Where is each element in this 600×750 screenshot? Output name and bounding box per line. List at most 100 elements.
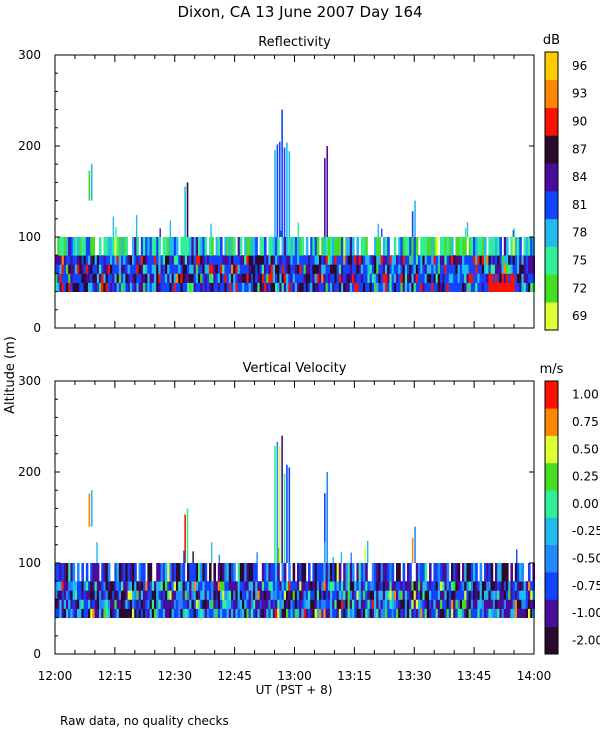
heatmap-cell (239, 590, 243, 600)
heatmap-cell (510, 237, 513, 256)
heatmap-cell (455, 581, 458, 591)
heatmap-cell (275, 599, 278, 609)
heatmap-cell (92, 590, 95, 600)
heatmap-cell (110, 599, 113, 609)
heatmap-cell (497, 608, 500, 618)
heatmap-cell (501, 590, 505, 600)
colorbar-label: -2.00 (572, 633, 600, 647)
heatmap-cell (83, 581, 87, 591)
colorbar-label: 90 (572, 115, 587, 129)
heatmap-cell (308, 590, 311, 600)
heatmap-cell (237, 255, 241, 265)
heatmap-cell (481, 282, 485, 292)
heatmap-cell (228, 563, 232, 582)
heatmap-cell (503, 590, 507, 600)
heatmap-cell (242, 282, 245, 292)
heatmap-cell (244, 237, 247, 256)
heatmap-cell (233, 581, 236, 591)
heatmap-cell (233, 282, 236, 292)
heatmap-cell (312, 273, 315, 283)
heatmap-cell (266, 255, 269, 265)
heatmap-cell (327, 608, 331, 618)
heatmap-cell (211, 581, 214, 591)
heatmap-cell (224, 282, 227, 292)
heatmap-cell (400, 264, 403, 274)
heatmap-cell (171, 599, 175, 609)
heatmap-cell (272, 563, 276, 582)
heatmap-cell (400, 255, 403, 265)
heatmap-cell (501, 581, 505, 591)
heatmap-cell (61, 581, 65, 591)
heatmap-cell (299, 237, 302, 256)
heatmap-cell (235, 581, 238, 591)
heatmap-cell (94, 590, 98, 600)
heatmap-cell (503, 608, 507, 618)
heatmap-cell (297, 282, 300, 292)
heatmap-cell (457, 273, 461, 283)
heatmap-cell (270, 563, 274, 582)
heatmap-cell (352, 590, 355, 600)
heatmap-cell (292, 255, 296, 265)
heatmap-cell (121, 264, 124, 274)
heatmap-cell (206, 599, 210, 609)
heatmap-cell (266, 581, 269, 591)
heatmap-cell (334, 264, 337, 274)
heatmap-cell (488, 264, 491, 274)
heatmap-cell (231, 255, 234, 265)
plume-mark (350, 552, 352, 563)
heatmap-cell (279, 255, 282, 265)
heatmap-cell (277, 255, 280, 265)
colorbar-label: 0.00 (572, 497, 599, 511)
heatmap-cell (121, 273, 124, 283)
heatmap-cell (224, 608, 227, 618)
heatmap-cell (74, 237, 78, 256)
heatmap-cell (182, 581, 186, 591)
heatmap-cell (68, 255, 71, 265)
heatmap-cell (92, 255, 95, 265)
heatmap-cell (123, 608, 126, 618)
heatmap-cell (387, 563, 390, 582)
heatmap-cell (433, 590, 436, 600)
heatmap-cell (156, 237, 159, 256)
heatmap-cell (378, 590, 381, 600)
heatmap-cell (453, 273, 456, 283)
heatmap-cell (488, 273, 491, 283)
heatmap-cell (380, 581, 384, 591)
heatmap-cell (217, 563, 221, 582)
heatmap-cell (283, 563, 287, 582)
heatmap-cell (444, 563, 447, 582)
heatmap-cell (72, 599, 76, 609)
heatmap-cell (356, 273, 359, 283)
heatmap-cell (451, 237, 454, 256)
heatmap-cell (226, 255, 230, 265)
colorbar-label: 87 (572, 142, 587, 156)
heatmap-cell (123, 563, 126, 582)
heatmap-cell (68, 590, 71, 600)
heatmap-cell (165, 599, 168, 609)
heatmap-cell (101, 264, 104, 274)
heatmap-cell (473, 237, 476, 256)
heatmap-cell (277, 608, 280, 618)
heatmap-cell (99, 599, 102, 609)
heatmap-cell (360, 282, 364, 292)
heatmap-cell (180, 237, 183, 256)
heatmap-cell (437, 608, 441, 618)
heatmap-cell (433, 608, 436, 618)
heatmap-cell (272, 590, 276, 600)
heatmap-cell (220, 599, 223, 609)
heatmap-cell (66, 599, 69, 609)
heatmap-cell (61, 563, 65, 582)
heatmap-cell (396, 563, 399, 582)
heatmap-cell (110, 581, 113, 591)
heatmap-cell (138, 563, 142, 582)
heatmap-cell (268, 563, 271, 582)
heatmap-cell (354, 273, 357, 283)
heatmap-cell (288, 255, 291, 265)
heatmap-cell (264, 563, 267, 582)
plume-mark (332, 557, 334, 563)
heatmap-cell (250, 264, 254, 274)
heatmap-cell (528, 563, 531, 582)
heatmap-cell (220, 608, 223, 618)
heatmap-cell (72, 608, 76, 618)
heatmap-cell (490, 590, 494, 600)
